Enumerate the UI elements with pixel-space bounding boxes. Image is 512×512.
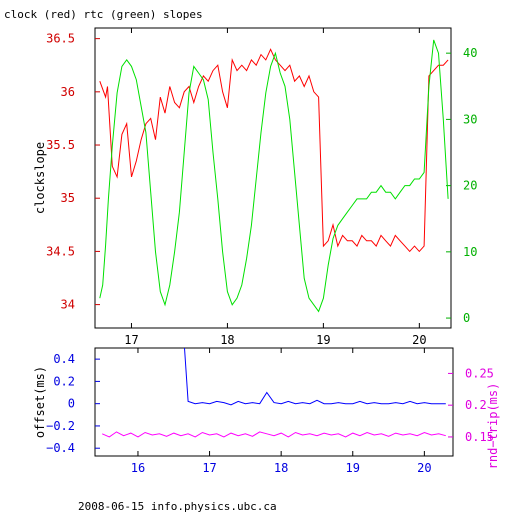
chart-title: clock (red) rtc (green) slopes xyxy=(4,8,203,21)
x-tick-label: 16 xyxy=(131,461,145,475)
bottom-left-axis-label: offset(ms) xyxy=(33,366,47,438)
bottom-right-axis-label: rnd−trip(ms) xyxy=(486,383,500,470)
y2-tick-label: 0.15 xyxy=(465,430,494,444)
y2-tick-label: 0.25 xyxy=(465,366,494,380)
x-tick-label: 17 xyxy=(202,461,216,475)
bottom-panel-series xyxy=(101,347,446,438)
top-panel-frame xyxy=(94,27,452,329)
y-tick-label: 0 xyxy=(68,397,75,411)
y-tick-label: 36.5 xyxy=(46,32,75,46)
x-tick-label: 19 xyxy=(346,461,360,475)
x-tick-label: 20 xyxy=(412,333,426,347)
series-line-top-1 xyxy=(99,39,449,313)
y-tick-label: 36 xyxy=(61,85,75,99)
y-tick-label: 0.2 xyxy=(53,374,75,388)
x-tick-label: 18 xyxy=(220,333,234,347)
y2-tick-label: 40 xyxy=(463,46,477,60)
y2-tick-label: 10 xyxy=(463,245,477,259)
top-left-axis-label: clockslope xyxy=(33,142,47,214)
y2-tick-label: 30 xyxy=(463,112,477,126)
y-tick-label: 35.5 xyxy=(46,138,75,152)
y-tick-label: −0.4 xyxy=(46,441,75,455)
y-tick-label: 34 xyxy=(61,298,75,312)
footer-text: 2008-06-15 info.physics.ubc.ca xyxy=(78,500,277,512)
bottom-panel-frame xyxy=(94,347,454,457)
y2-tick-label: 0 xyxy=(463,311,470,325)
top-panel-series xyxy=(99,39,449,313)
series-line-bottom-0 xyxy=(184,347,446,406)
y-tick-label: 34.5 xyxy=(46,244,75,258)
y2-tick-label: 20 xyxy=(463,179,477,193)
y-tick-label: −0.2 xyxy=(46,419,75,433)
series-line-top-0 xyxy=(99,48,449,253)
x-tick-label: 19 xyxy=(316,333,330,347)
y2-tick-label: 0.2 xyxy=(465,398,487,412)
y-tick-label: 35 xyxy=(61,191,75,205)
y-tick-label: 0.4 xyxy=(53,352,75,366)
series-line-bottom-1 xyxy=(101,431,446,438)
x-tick-label: 20 xyxy=(417,461,431,475)
x-tick-label: 17 xyxy=(124,333,138,347)
x-tick-label: 18 xyxy=(274,461,288,475)
top-panel-ticks: 17 18 19 20 34 34.5 35 35.5 36 36.5 0 10 20 30 40 xyxy=(46,28,477,347)
bottom-panel-ticks: 16 17 18 19 20 −0.4 −0.2 0 0.2 0.4 0.15 0.2 0.25 xyxy=(46,348,494,475)
